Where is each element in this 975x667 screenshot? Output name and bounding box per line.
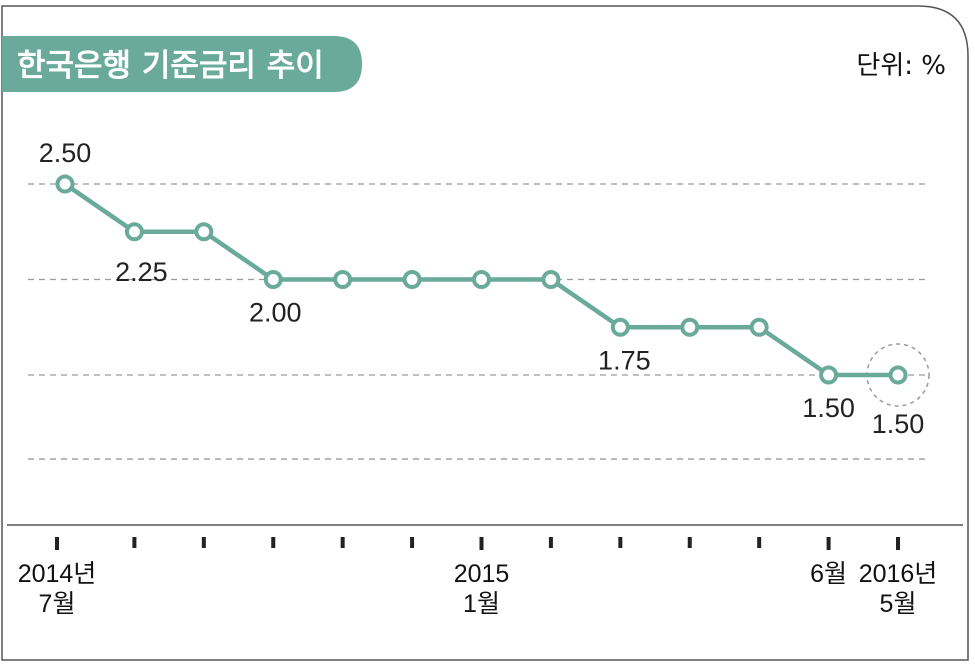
data-point: [749, 317, 769, 337]
x-tick-label: 2014년: [18, 560, 97, 588]
chart-title: 한국은행 기준금리 추이: [17, 48, 324, 84]
data-point: [610, 317, 630, 337]
gridlines: [28, 183, 926, 460]
rate-series: [55, 174, 930, 407]
x-tick-label: 5월: [880, 590, 917, 618]
title-banner: [2, 36, 362, 92]
data-labels: 2.50 2.25 2.00 1.75 1.50 1.50: [39, 138, 925, 439]
data-point: [333, 270, 353, 289]
data-label: 2.25: [115, 257, 168, 287]
data-point: [55, 174, 75, 194]
x-tick-label: 2016년: [859, 560, 938, 588]
x-tick-label: 6월: [810, 560, 847, 588]
chart-frame: [1, 5, 969, 661]
data-point: [263, 270, 283, 289]
data-point: [541, 270, 561, 289]
data-point: [888, 365, 908, 385]
data-point: [402, 270, 422, 289]
x-tick-label: 1월: [463, 590, 500, 618]
data-point: [819, 365, 839, 385]
data-point: [194, 222, 214, 242]
data-label: 2.50: [39, 138, 92, 168]
unit-label: 단위: %: [856, 51, 946, 81]
data-label: 1.50: [872, 409, 925, 439]
data-point: [680, 317, 700, 337]
data-label: 2.00: [249, 298, 302, 328]
data-label: 1.50: [802, 393, 855, 423]
data-label: 1.75: [598, 345, 651, 375]
data-point: [472, 270, 491, 289]
data-point: [124, 222, 144, 242]
x-axis-ticks: [55, 537, 900, 550]
x-tick-label: 7월: [39, 590, 76, 618]
x-tick-label: 2015: [454, 560, 510, 588]
